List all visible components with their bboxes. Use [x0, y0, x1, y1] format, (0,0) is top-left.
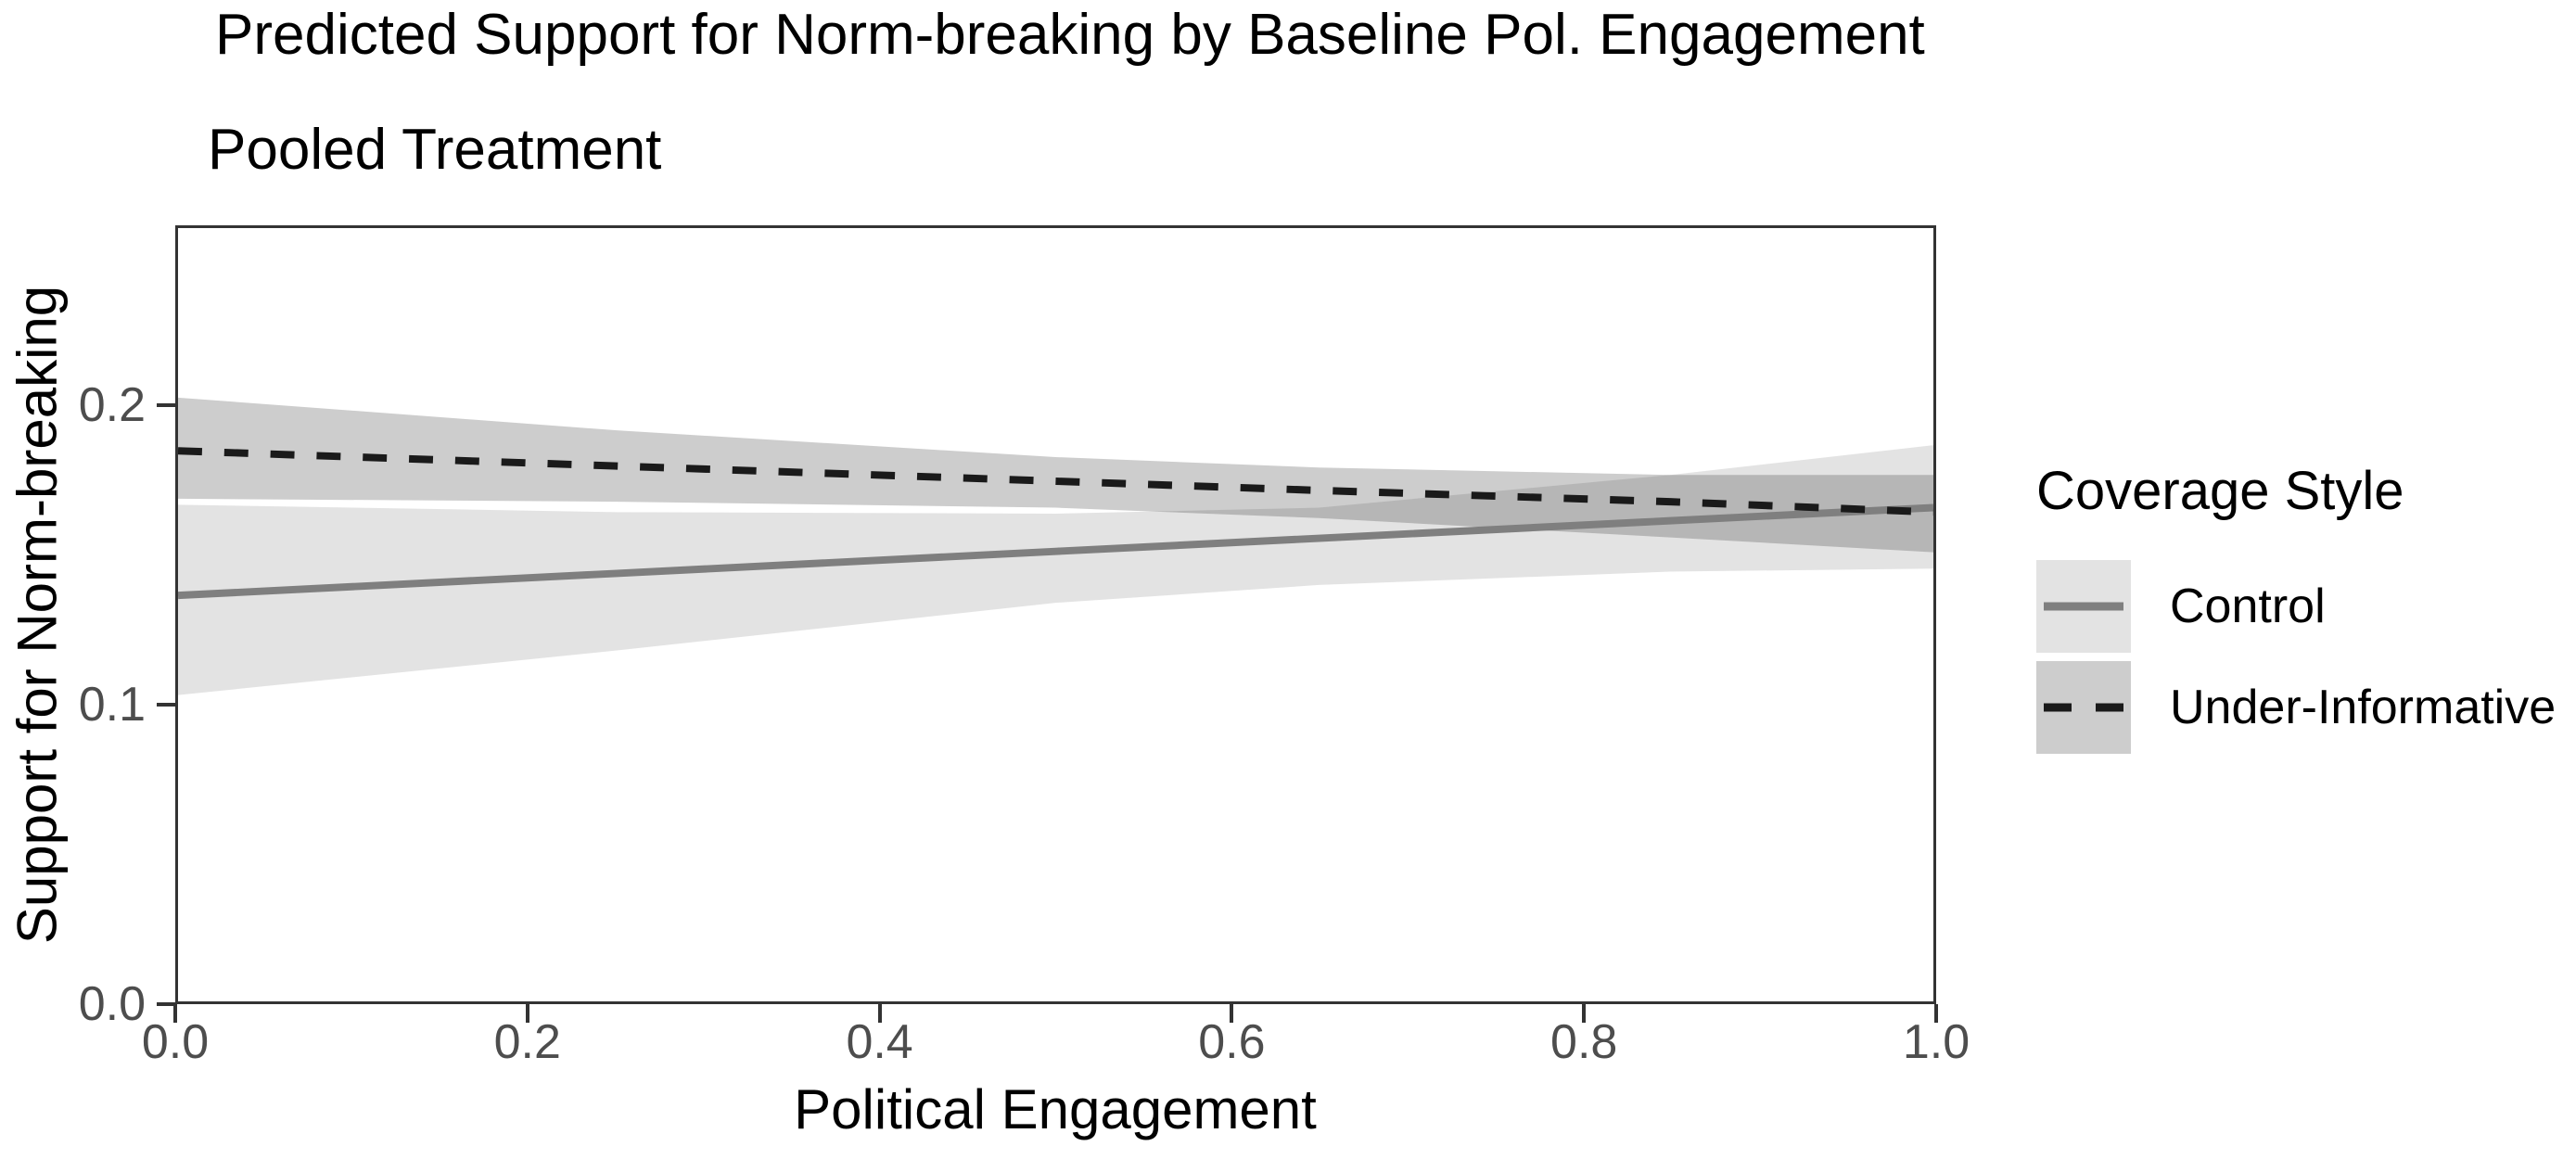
legend-label: Under-Informative	[2170, 681, 2557, 734]
legend-title: Coverage Style	[2036, 461, 2404, 521]
y-tick-mark	[157, 1002, 175, 1006]
legend-entries: Control Under-Informative	[2036, 560, 2576, 754]
plot-subtitle: Pooled Treatment	[208, 118, 662, 182]
legend-key-under-informative-icon	[2036, 661, 2131, 754]
x-tick-label: 0.6	[1198, 1015, 1266, 1069]
x-tick-label: 1.0	[1902, 1015, 1970, 1069]
x-tick-label: 0.2	[493, 1015, 561, 1069]
plot-title: Predicted Support for Norm-breaking by B…	[215, 3, 1925, 67]
legend-label: Control	[2170, 580, 2326, 633]
trend-line-under-informative	[178, 447, 1933, 516]
ci-ribbon-control	[178, 445, 1933, 695]
y-tick-mark	[157, 402, 175, 407]
y-tick-label: 0.2	[78, 377, 146, 432]
x-tick-mark	[877, 1004, 882, 1023]
legend-entry-under-informative: Under-Informative	[2036, 661, 2576, 754]
legend: Coverage Style Control Under-Informative	[2036, 462, 2576, 762]
x-tick-label: 0.8	[1550, 1015, 1618, 1069]
x-tick-label: 0.4	[846, 1015, 913, 1069]
trend-line-control	[178, 503, 1933, 600]
plot-area	[178, 397, 1933, 695]
x-tick-label: 0.0	[141, 1015, 210, 1069]
legend-key-control-icon	[2036, 560, 2131, 653]
y-tick-label: 0.0	[78, 977, 146, 1031]
plot-panel	[175, 225, 1936, 1004]
x-tick-mark	[1582, 1004, 1587, 1023]
y-tick-label: 0.1	[78, 677, 146, 732]
x-tick-mark	[1934, 1004, 1938, 1023]
y-tick-mark	[157, 702, 175, 707]
x-tick-mark	[1230, 1004, 1234, 1023]
ci-ribbon-under-informative	[178, 397, 1933, 553]
x-tick-mark	[525, 1004, 529, 1023]
x-tick-mark	[173, 1004, 177, 1023]
x-axis-title: Political Engagement	[794, 1078, 1317, 1140]
legend-entry-control: Control	[2036, 560, 2576, 653]
